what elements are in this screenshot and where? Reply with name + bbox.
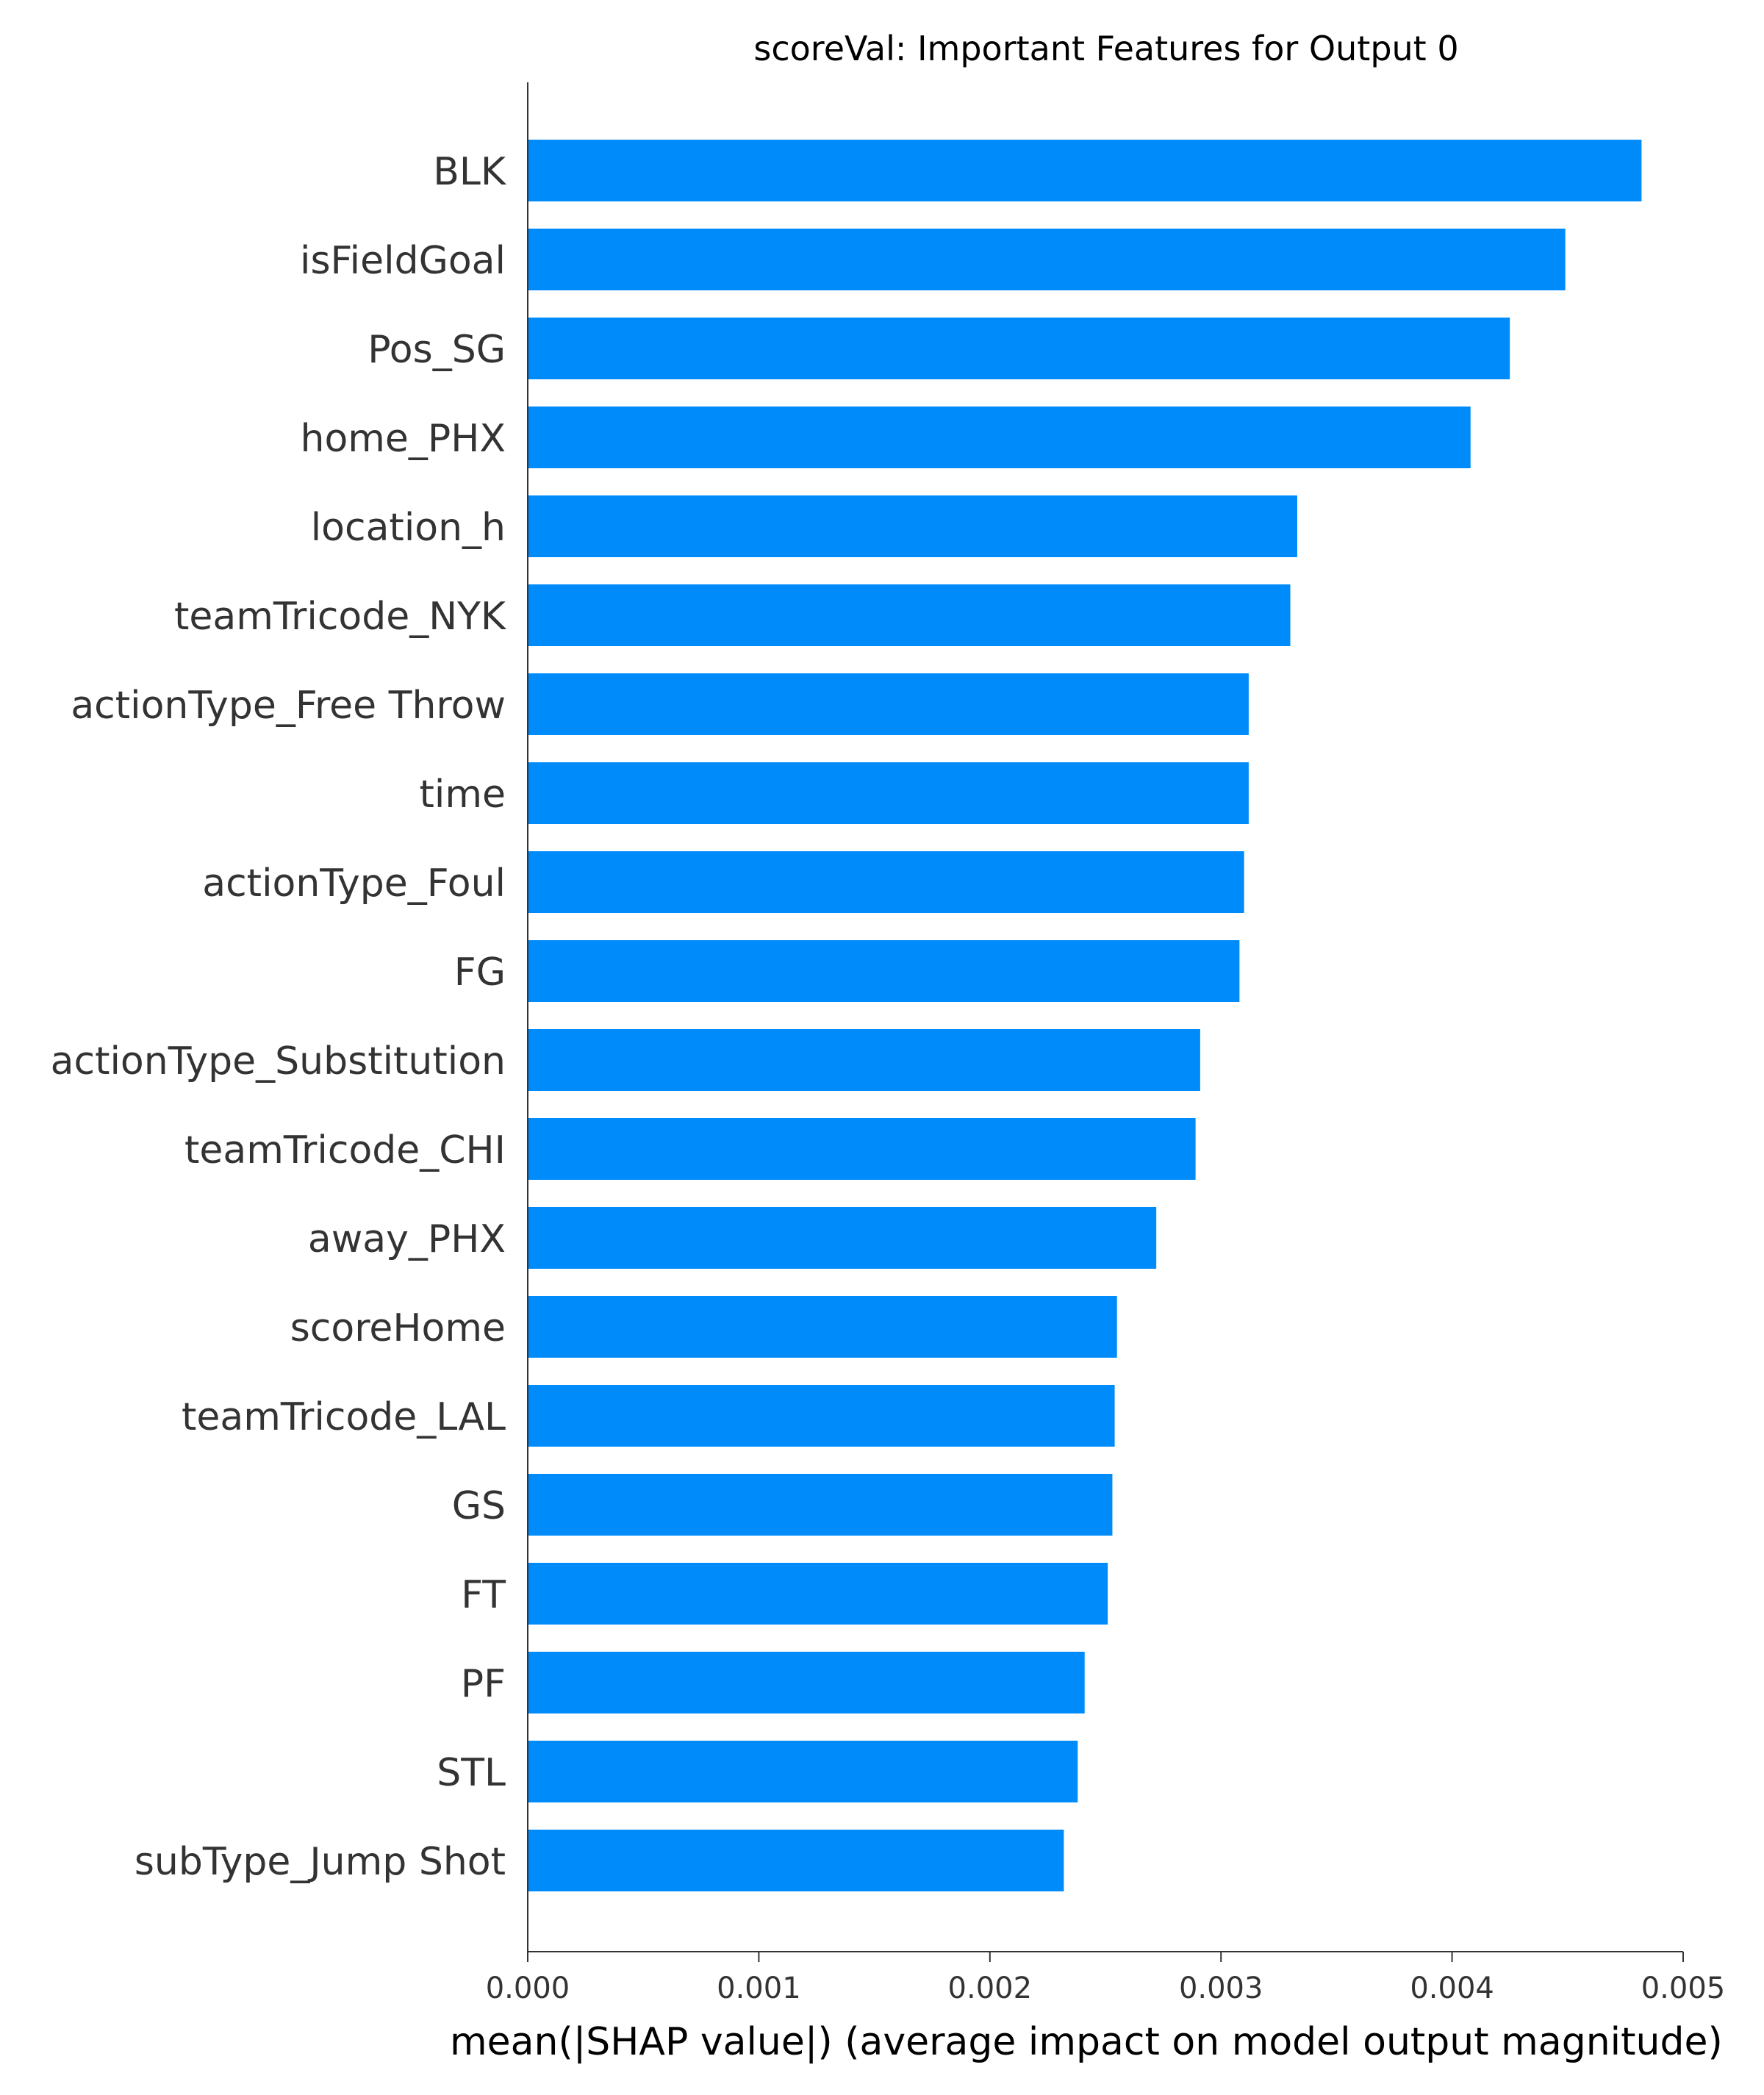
- bar-3: [528, 407, 1471, 468]
- bar-1: [528, 229, 1566, 290]
- x-tick-label-0: 0.000: [486, 1972, 570, 2005]
- category-label-12: away_PHX: [308, 1217, 506, 1261]
- bar-16: [528, 1563, 1108, 1625]
- category-label-2: Pos_SG: [368, 328, 506, 372]
- category-label-16: FT: [461, 1573, 506, 1617]
- category-label-5: teamTricode_NYK: [174, 595, 507, 639]
- bar-19: [528, 1830, 1064, 1891]
- bar-14: [528, 1385, 1115, 1447]
- bar-17: [528, 1652, 1085, 1713]
- category-label-1: isFieldGoal: [300, 239, 506, 283]
- category-label-7: time: [420, 773, 506, 817]
- category-label-19: subType_Jump Shot: [135, 1840, 506, 1884]
- category-label-18: STL: [437, 1751, 506, 1795]
- category-label-13: scoreHome: [290, 1306, 506, 1350]
- bar-0: [528, 140, 1642, 201]
- category-label-10: actionType_Substitution: [51, 1039, 506, 1084]
- x-tick-label-3: 0.003: [1179, 1972, 1263, 2005]
- category-label-17: PF: [461, 1662, 506, 1706]
- bar-2: [528, 318, 1510, 379]
- category-label-11: teamTricode_CHI: [184, 1128, 506, 1172]
- bar-9: [528, 940, 1240, 1002]
- category-labels-group: BLK isFieldGoal Pos_SG home_PHX location_hte…: [51, 150, 507, 1884]
- bar-8: [528, 851, 1244, 913]
- category-label-6: actionType_Free Throw: [71, 684, 506, 728]
- bar-13: [528, 1296, 1117, 1358]
- bar-6: [528, 673, 1249, 735]
- chart-title: scoreVal: Important Features for Output …: [753, 29, 1458, 68]
- bars-group: [528, 140, 1642, 1891]
- bar-10: [528, 1029, 1200, 1091]
- category-label-3: home_PHX: [301, 417, 506, 461]
- category-label-15: GS: [452, 1484, 506, 1528]
- bar-11: [528, 1118, 1196, 1180]
- category-label-4: location_h: [311, 506, 506, 550]
- bar-4: [528, 495, 1297, 557]
- x-tick-label-2: 0.002: [948, 1972, 1033, 2005]
- category-label-0: BLK: [433, 150, 507, 194]
- bar-18: [528, 1741, 1078, 1802]
- x-tick-label-4: 0.004: [1410, 1972, 1494, 2005]
- x-axis-label: mean(|SHAP value|) (average impact on mo…: [450, 2020, 1723, 2064]
- x-tick-label-5: 0.005: [1641, 1972, 1726, 2005]
- x-ticks-group: 0.000 0.001 0.002 0.003 0.004 0.005: [486, 1952, 1726, 2005]
- bar-15: [528, 1474, 1113, 1536]
- x-tick-label-1: 0.001: [717, 1972, 801, 2005]
- category-label-8: actionType_Foul: [202, 862, 506, 906]
- category-label-14: teamTricode_LAL: [182, 1395, 506, 1439]
- bar-5: [528, 584, 1291, 646]
- category-label-9: FG: [454, 950, 506, 995]
- bar-7: [528, 762, 1249, 824]
- bar-12: [528, 1207, 1157, 1269]
